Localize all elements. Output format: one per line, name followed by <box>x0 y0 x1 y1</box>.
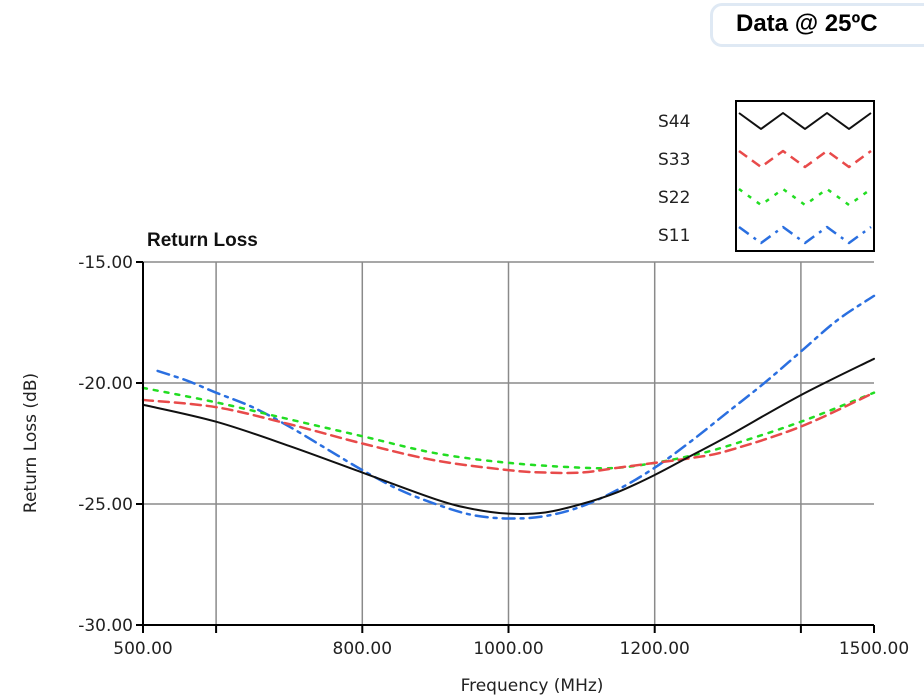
series-line-s33 <box>141 391 876 475</box>
x-tick-label: 1200.00 <box>620 639 690 659</box>
x-tick-label: 500.00 <box>113 639 172 659</box>
grid <box>143 261 874 625</box>
series-line-s44 <box>142 357 875 515</box>
y-axis-title: Return Loss (dB) <box>21 373 41 513</box>
x-tick-label: 800.00 <box>333 639 392 659</box>
legend-label-s11: S11 <box>658 226 690 246</box>
series-line-s11 <box>156 294 876 520</box>
x-tick-label: 1500.00 <box>839 639 909 659</box>
series-line-s22 <box>141 386 876 470</box>
legend-label-s33: S33 <box>658 150 690 170</box>
x-axis-title: Frequency (MHz) <box>461 676 604 696</box>
legend-label-s44: S44 <box>658 112 690 132</box>
legend-swatch-s33 <box>738 149 872 169</box>
chart-title: Return Loss <box>147 230 258 251</box>
temperature-badge-label: Data @ 25ºC <box>736 10 878 37</box>
axes: -15.00 -20.00 -25.00 -30.00 500.00 800.00 1000… <box>78 253 909 659</box>
temperature-badge <box>710 3 924 47</box>
legend-swatch-s11 <box>738 225 872 245</box>
y-tick-label: -20.00 <box>78 374 133 394</box>
y-tick-label: -25.00 <box>78 495 133 515</box>
legend-label-s22: S22 <box>658 188 690 208</box>
legend: S44 S33 S22 S11 <box>658 100 875 252</box>
legend-box <box>735 100 875 252</box>
legend-swatch-s44 <box>738 112 872 130</box>
y-tick-label: -30.00 <box>78 616 133 636</box>
x-tick-label: 1000.00 <box>473 639 543 659</box>
y-tick-label: -15.00 <box>78 253 133 273</box>
series-group <box>141 294 876 520</box>
